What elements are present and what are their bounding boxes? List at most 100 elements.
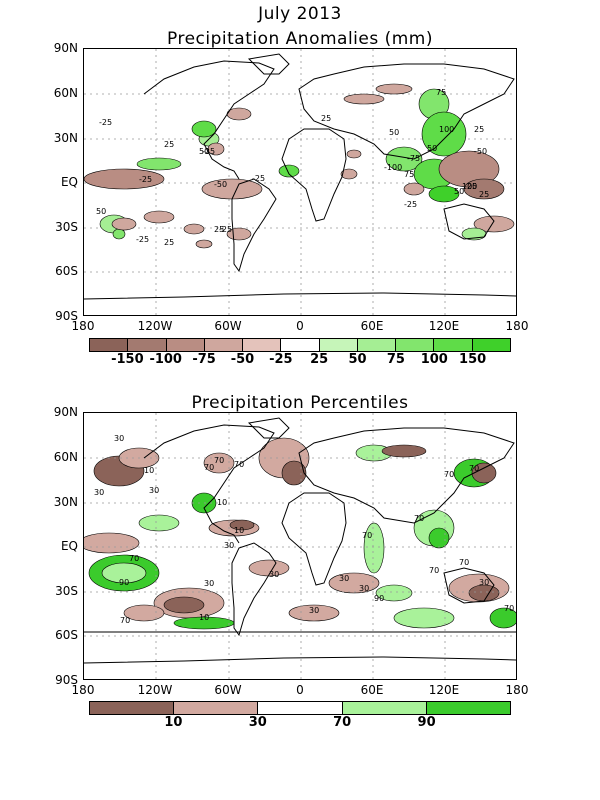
contour-label: 70 [414,514,424,523]
contour-label: 100 [462,182,477,191]
colorbar-swatch [204,339,244,351]
contour-label: 10 [144,466,154,475]
contour-label: 50 [199,147,209,156]
contour-label: -50 [474,147,487,156]
contour-label: 10 [217,498,227,507]
contour-label: 25 [479,190,489,199]
contour-label: 25 [164,140,174,149]
contour-label: 70 [120,616,130,625]
contour-label: 30 [339,574,349,583]
figure-title: July 2013 [258,4,342,24]
y-tick: 60S [55,264,78,278]
no-data-mask [84,632,516,679]
contour-label: 30 [269,570,279,579]
x-tick: 60E [360,319,384,333]
y-tick: 60S [55,628,78,642]
contour-label: 30 [149,486,159,495]
contour-label: -25 [252,174,265,183]
continent-outlines-2 [84,417,516,664]
contour-label: 70 [234,460,244,469]
colorbar-label: 25 [310,352,329,367]
anomaly-map: -25 -25 -25 -25 -25 -25 -25 -25 25 25 25… [83,48,517,316]
contour-label: 30 [114,434,124,443]
colorbar-label: 50 [348,352,367,367]
contour-label: 30 [309,606,319,615]
contour-label: 50 [427,144,437,153]
contour-label: 25 [164,238,174,247]
x-tick: 120W [137,319,173,333]
colorbar-swatch [258,702,343,714]
contour-label: -25 [99,118,112,127]
x-tick: 180 [71,683,95,697]
contour-label: 70 [429,566,439,575]
colorbar-label: 70 [333,715,352,730]
x-tick: 180 [505,319,529,333]
colorbar-swatch [174,702,259,714]
anomaly-panel-title: Precipitation Anomalies (mm) [167,29,433,49]
x-tick: 180 [505,683,529,697]
colorbar-swatch [166,339,205,351]
y-tick: 90N [53,405,78,419]
contour-label: 25 [474,125,484,134]
colorbar-label: -50 [230,352,255,367]
y-tick: 30S [55,584,78,598]
contour-label: 75 [404,170,414,179]
y-tick: 90S [55,309,78,323]
colorbar-swatch [342,702,427,714]
contour-label: 70 [362,531,372,540]
y-tick: 60N [53,450,78,464]
contour-label: 50 [454,187,464,196]
contour-label: 10 [234,526,244,535]
contour-label: 25 [321,114,331,123]
contour-label: 70 [204,463,214,472]
y-tick: 30N [53,495,78,509]
contour-label: 70 [129,554,139,563]
colorbar-label: -100 [149,352,182,367]
colorbar-swatch [90,702,175,714]
x-tick: 0 [296,683,304,697]
x-tick: 60W [214,319,242,333]
x-tick: 60E [360,683,384,697]
contour-label: 30 [479,578,489,587]
contour-label: -25 [139,175,152,184]
colorbar-swatch [128,339,167,351]
contour-label: 50 [389,128,399,137]
contour-label: -25 [404,200,417,209]
percentile-map-svg: 30 10 70 10 30 70 30 70 70 10 30 70 30 7… [84,413,516,679]
contour-label: -100 [384,163,402,172]
contour-label: -50 [214,180,227,189]
contour-label: 50 [96,207,106,216]
contour-label: 70 [214,456,224,465]
contour-label: 75 [436,88,446,97]
contour-label: 70 [504,604,514,613]
colorbar-label: 30 [248,715,267,730]
y-tick: EQ [60,175,78,189]
contour-label: 90 [119,578,129,587]
contour-label: 70 [444,470,454,479]
colorbar-label: -25 [269,352,293,367]
contour-label: 10 [199,613,209,622]
contour-label: 25 [214,225,224,234]
x-tick: 60W [214,683,242,697]
contour-label: 70 [469,464,479,473]
y-tick: 90N [53,41,78,55]
colorbar-swatch [319,339,358,351]
contour-label: -25 [464,182,477,191]
colorbar-swatch [357,339,397,351]
colorbar-swatch [434,339,473,351]
anomaly-colorbar [89,338,511,352]
percentile-contour-labels: 30 10 70 10 30 70 30 70 70 10 30 70 30 7… [94,434,514,625]
y-tick: 30N [53,131,78,145]
colorbar-label: 150 [459,352,487,367]
colorbar-swatch [243,339,282,351]
colorbar-swatch [472,339,510,351]
contour-label: 90 [374,594,384,603]
contour-label: 30 [359,584,369,593]
contour-label: 30 [94,488,104,497]
x-tick: 120E [428,683,460,697]
contour-label: -25 [219,225,232,234]
x-tick: 120E [428,319,460,333]
continent-outlines [84,53,516,300]
colorbar-label: -75 [192,352,216,367]
anomaly-shading [84,83,515,249]
